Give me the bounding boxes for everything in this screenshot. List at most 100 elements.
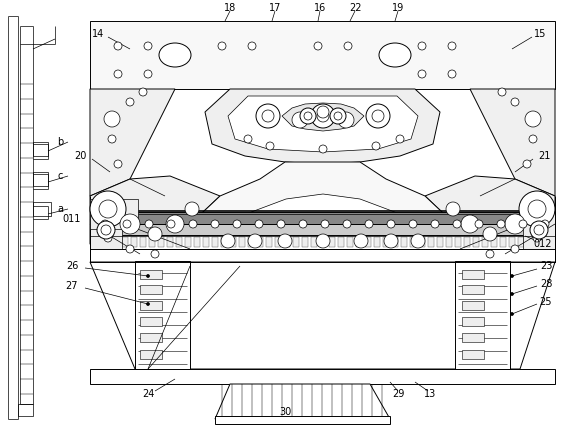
Bar (90, 21, 555, 89)
Circle shape (321, 220, 329, 228)
Bar (203, 237, 209, 247)
Bar (303, 251, 343, 271)
Circle shape (221, 234, 235, 248)
Bar (500, 237, 506, 247)
Circle shape (525, 111, 541, 127)
Circle shape (123, 220, 131, 228)
Bar (462, 270, 484, 279)
Polygon shape (215, 384, 390, 419)
Circle shape (354, 234, 368, 248)
Circle shape (523, 160, 531, 168)
Circle shape (101, 225, 111, 235)
Bar (428, 237, 434, 247)
Circle shape (418, 70, 426, 78)
Polygon shape (90, 89, 175, 196)
Bar (455, 261, 510, 369)
Bar (455, 237, 461, 247)
Text: 16: 16 (314, 3, 326, 13)
Circle shape (530, 221, 548, 239)
Bar (90, 199, 138, 229)
Circle shape (108, 135, 116, 143)
Bar (122, 237, 128, 247)
Bar (118, 235, 527, 249)
Bar (90, 249, 555, 262)
Bar (33, 172, 48, 186)
Circle shape (311, 104, 335, 128)
Circle shape (448, 70, 456, 78)
Ellipse shape (159, 43, 191, 67)
Circle shape (151, 250, 159, 258)
Circle shape (99, 200, 117, 218)
Circle shape (319, 145, 327, 153)
Bar (462, 317, 484, 326)
Circle shape (498, 88, 506, 96)
Bar (437, 237, 443, 247)
Circle shape (519, 191, 555, 227)
Circle shape (497, 220, 505, 228)
Circle shape (211, 220, 219, 228)
Bar (266, 237, 272, 247)
Circle shape (529, 135, 537, 143)
Circle shape (90, 191, 126, 227)
Bar (523, 211, 555, 249)
Circle shape (256, 104, 280, 128)
Circle shape (114, 160, 122, 168)
Text: 23: 23 (540, 261, 552, 271)
Bar (167, 237, 173, 247)
Bar (482, 237, 488, 247)
Circle shape (511, 245, 519, 253)
Bar (338, 237, 344, 247)
Bar (176, 237, 182, 247)
Circle shape (120, 214, 140, 234)
Circle shape (126, 98, 134, 106)
Circle shape (511, 312, 513, 316)
Text: 25: 25 (540, 297, 552, 307)
Bar (473, 237, 479, 247)
Polygon shape (90, 176, 220, 261)
Circle shape (344, 42, 352, 50)
Bar (239, 237, 245, 247)
Circle shape (248, 234, 262, 248)
Bar (215, 416, 390, 424)
Bar (374, 237, 380, 247)
Text: a: a (57, 204, 63, 214)
Ellipse shape (379, 43, 411, 67)
Circle shape (189, 220, 197, 228)
Bar (419, 237, 425, 247)
Circle shape (418, 42, 426, 50)
Bar (392, 237, 398, 247)
Circle shape (126, 245, 134, 253)
Circle shape (266, 142, 274, 150)
Circle shape (396, 135, 404, 143)
Circle shape (387, 220, 395, 228)
Bar (140, 270, 162, 279)
Bar (90, 369, 555, 384)
Bar (140, 301, 162, 310)
Bar (140, 237, 146, 247)
Bar (33, 142, 48, 156)
Bar (221, 237, 227, 247)
Bar (248, 237, 254, 247)
Bar (135, 261, 190, 369)
Circle shape (372, 110, 384, 122)
Circle shape (486, 250, 494, 258)
Circle shape (218, 42, 226, 50)
Circle shape (147, 274, 149, 277)
Circle shape (372, 142, 380, 150)
Bar (509, 237, 515, 247)
Polygon shape (195, 194, 451, 279)
Bar (311, 237, 317, 247)
Circle shape (446, 202, 460, 216)
Circle shape (534, 225, 544, 235)
Bar (302, 237, 308, 247)
Circle shape (317, 110, 329, 122)
Text: 012: 012 (534, 239, 552, 249)
Circle shape (277, 220, 285, 228)
Bar (491, 237, 497, 247)
Circle shape (461, 215, 479, 233)
Bar (293, 237, 299, 247)
Circle shape (233, 220, 241, 228)
Circle shape (541, 220, 549, 228)
Bar (140, 317, 162, 326)
Bar (446, 237, 452, 247)
